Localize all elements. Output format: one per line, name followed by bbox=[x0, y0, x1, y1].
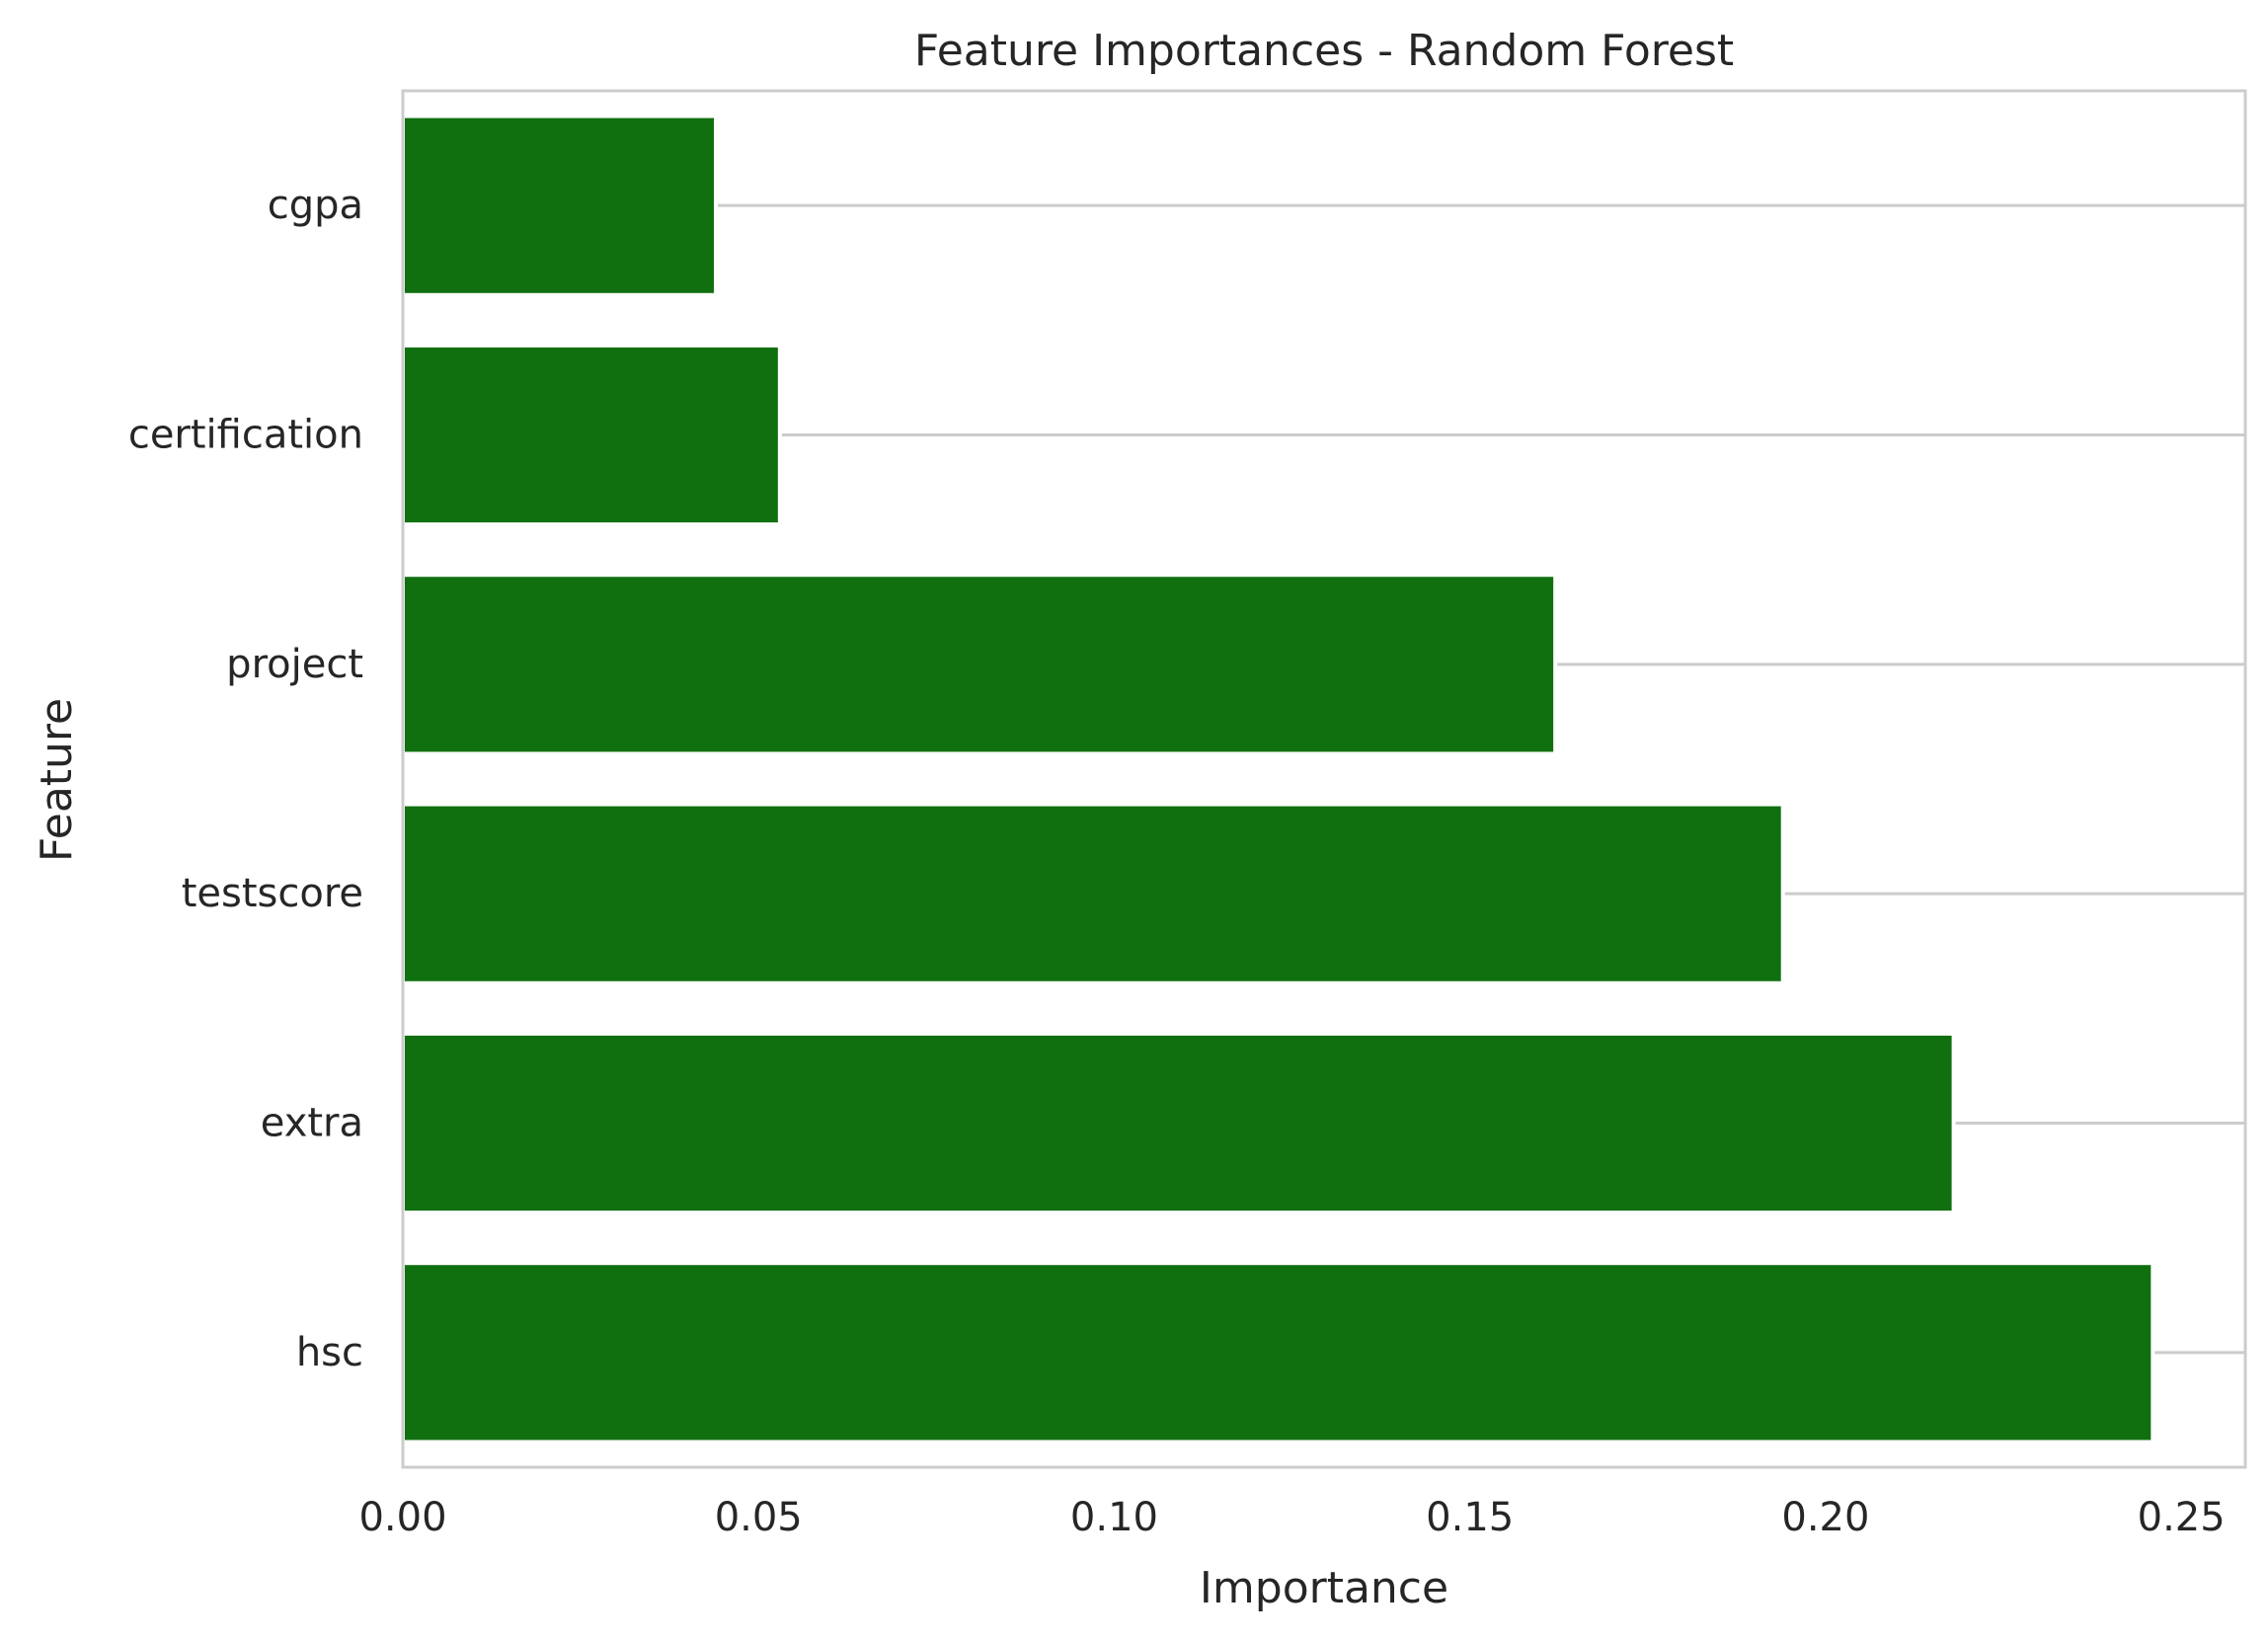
y-tick-label-hsc: hsc bbox=[296, 1330, 363, 1375]
chart-title: Feature Importances - Random Forest bbox=[914, 26, 1734, 76]
bar-certification bbox=[401, 343, 782, 527]
y-tick-label-cgpa: cgpa bbox=[268, 183, 363, 228]
x-tick-label-0-00: 0.00 bbox=[358, 1495, 446, 1540]
bar-hsc bbox=[401, 1261, 2155, 1445]
x-axis-label: Importance bbox=[1200, 1563, 1448, 1613]
x-tick-label-0-25: 0.25 bbox=[2138, 1495, 2226, 1540]
y-tick-label-certification: certification bbox=[128, 413, 363, 458]
bar-project bbox=[401, 573, 1558, 756]
y-tick-label-extra: extra bbox=[261, 1101, 363, 1146]
bar-cgpa bbox=[401, 114, 719, 297]
x-tick-label-0-10: 0.10 bbox=[1070, 1495, 1158, 1540]
y-tick-label-project: project bbox=[226, 642, 363, 687]
x-tick-label-0-15: 0.15 bbox=[1426, 1495, 1514, 1540]
x-tick-labels: 0.00 0.05 0.10 0.15 0.20 0.25 bbox=[358, 1495, 2225, 1540]
plot-frame bbox=[401, 89, 2247, 1469]
y-tick-labels: cgpa certification project testscore extra hs… bbox=[128, 183, 363, 1375]
bars bbox=[401, 114, 2155, 1445]
y-tick-label-testscore: testscore bbox=[182, 871, 363, 916]
y-axis-label: Feature bbox=[32, 698, 82, 862]
bar-extra bbox=[401, 1031, 1956, 1215]
bar-testscore bbox=[401, 802, 1785, 985]
x-tick-label-0-05: 0.05 bbox=[715, 1495, 803, 1540]
x-tick-label-0-20: 0.20 bbox=[1781, 1495, 1869, 1540]
